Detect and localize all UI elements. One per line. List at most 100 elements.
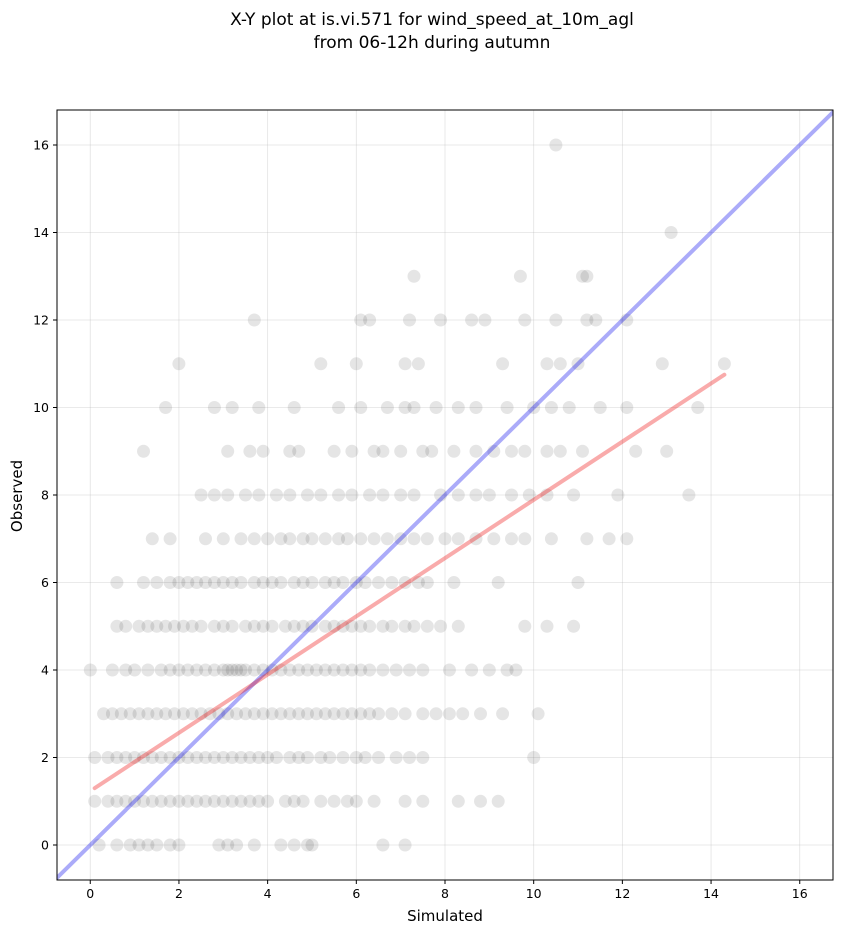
data-point	[194, 707, 208, 721]
data-point	[243, 751, 257, 764]
data-point	[261, 751, 275, 764]
data-point	[580, 269, 594, 283]
reference-lines	[57, 110, 833, 880]
data-point	[469, 532, 483, 546]
data-point	[283, 663, 297, 677]
data-point	[185, 619, 199, 633]
data-point	[154, 751, 168, 764]
data-point	[181, 751, 195, 764]
data-point	[274, 576, 288, 589]
data-point	[207, 488, 221, 502]
data-point	[292, 663, 306, 677]
data-point	[256, 707, 270, 721]
data-point	[256, 619, 270, 633]
data-point	[119, 619, 133, 633]
data-point	[261, 794, 275, 808]
data-point	[274, 838, 288, 852]
y-axis-ticks: 0 2 4 6 8 10 12 14 16	[33, 138, 57, 853]
data-point	[145, 532, 159, 546]
data-point	[416, 663, 430, 677]
data-point	[447, 444, 461, 458]
data-point	[270, 488, 283, 502]
data-point	[256, 444, 270, 458]
data-point	[451, 619, 465, 633]
data-point	[411, 576, 425, 589]
data-point	[270, 751, 283, 764]
data-point	[522, 488, 536, 502]
y-tick-label: 10	[33, 400, 49, 415]
data-point	[239, 707, 252, 721]
data-point	[230, 663, 244, 677]
data-point	[190, 794, 204, 808]
data-point	[611, 488, 625, 502]
data-point	[283, 488, 297, 502]
data-point	[119, 663, 133, 677]
data-point	[309, 707, 323, 721]
data-point	[190, 576, 204, 589]
data-point	[110, 838, 124, 852]
chart-title-line1: X-Y plot at is.vi.571 for wind_speed_at_…	[230, 10, 634, 30]
data-point	[487, 444, 501, 458]
data-point	[216, 619, 230, 633]
data-point	[296, 532, 310, 546]
data-point	[230, 838, 244, 852]
data-point	[318, 663, 332, 677]
data-point	[416, 794, 430, 808]
data-point	[163, 663, 177, 677]
data-point	[278, 619, 292, 633]
data-point	[465, 663, 479, 677]
data-point	[349, 576, 363, 589]
data-point	[110, 794, 124, 808]
data-point	[194, 619, 208, 633]
data-point	[274, 707, 288, 721]
data-point	[376, 663, 390, 677]
y-tick-label: 16	[33, 138, 49, 153]
data-point	[456, 707, 470, 721]
data-point	[150, 576, 164, 589]
data-point	[354, 663, 368, 677]
data-point	[274, 532, 288, 546]
data-point	[287, 619, 301, 633]
data-point	[296, 619, 310, 633]
data-point	[216, 751, 230, 764]
data-point	[247, 619, 261, 633]
data-point	[203, 707, 217, 721]
data-point	[88, 794, 102, 808]
data-point	[655, 357, 669, 371]
data-point	[682, 488, 696, 502]
data-point	[451, 401, 465, 414]
data-point	[505, 532, 518, 546]
data-point	[141, 838, 155, 852]
data-point	[301, 488, 314, 502]
data-point	[380, 532, 394, 546]
data-point	[163, 838, 177, 852]
data-point	[451, 488, 465, 502]
data-point	[358, 751, 372, 764]
data-point	[540, 619, 554, 633]
data-point	[434, 313, 448, 327]
data-point	[403, 663, 416, 677]
data-point	[318, 532, 332, 546]
data-point	[141, 707, 155, 721]
data-point	[403, 313, 416, 327]
data-point	[367, 794, 381, 808]
data-point	[389, 663, 403, 677]
data-point	[376, 444, 390, 458]
data-point	[199, 751, 212, 764]
data-point	[717, 357, 731, 371]
data-point	[589, 313, 603, 327]
data-point	[128, 663, 142, 677]
data-point	[145, 751, 159, 764]
data-point	[314, 488, 328, 502]
data-point	[540, 444, 554, 458]
data-point	[221, 663, 235, 677]
data-point	[527, 751, 541, 764]
data-point	[110, 619, 124, 633]
data-point	[172, 838, 186, 852]
data-point	[349, 794, 363, 808]
data-point	[283, 707, 297, 721]
data-point	[207, 401, 221, 414]
x-tick-label: 14	[703, 886, 719, 901]
data-point	[150, 619, 164, 633]
x-tick-label: 2	[175, 886, 183, 901]
